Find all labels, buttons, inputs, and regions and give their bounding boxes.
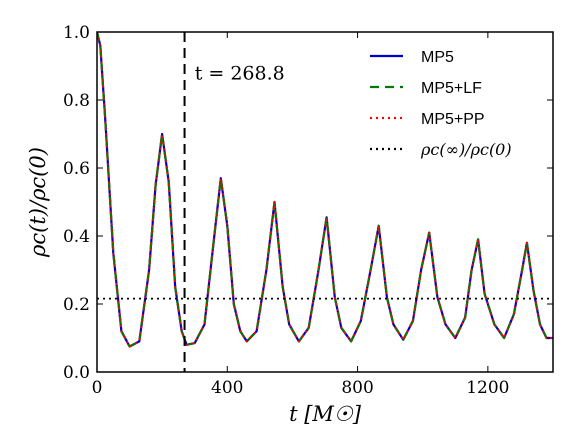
legend: MP5 MP5+LF MP5+PP ρc(∞)/ρc(0): [370, 49, 512, 159]
plot-area: [97, 32, 553, 372]
y-tick-label: 0.0: [63, 363, 90, 383]
y-tick-label: 1.0: [63, 23, 90, 43]
x-tick-label: 0: [92, 378, 103, 398]
y-tick-label: 0.2: [63, 295, 90, 315]
series-line-2: [97, 32, 553, 348]
axis-ticks: 0 400 800 1200 0.0 0.2 0.4 0.6 0.8 1.0: [63, 23, 553, 398]
annotation-text: t = 268.8: [195, 63, 285, 85]
y-tick-label: 0.4: [63, 227, 90, 247]
x-tick-label: 400: [211, 378, 243, 398]
x-tick-label: 800: [341, 378, 373, 398]
series-group: [97, 32, 553, 372]
legend-label-4: ρc(∞)/ρc(0): [420, 140, 512, 159]
legend-label-1: MP5: [421, 49, 454, 66]
y-tick-label: 0.6: [63, 159, 90, 179]
y-axis-label: ρc(t)/ρc(0): [26, 147, 50, 258]
legend-label-2: MP5+LF: [421, 80, 482, 97]
legend-label-3: MP5+PP: [421, 111, 485, 128]
x-tick-label: 1200: [466, 378, 509, 398]
y-tick-label: 0.8: [63, 91, 90, 111]
x-axis-label: t [M☉]: [289, 402, 362, 426]
plot-frame: [96, 31, 554, 373]
